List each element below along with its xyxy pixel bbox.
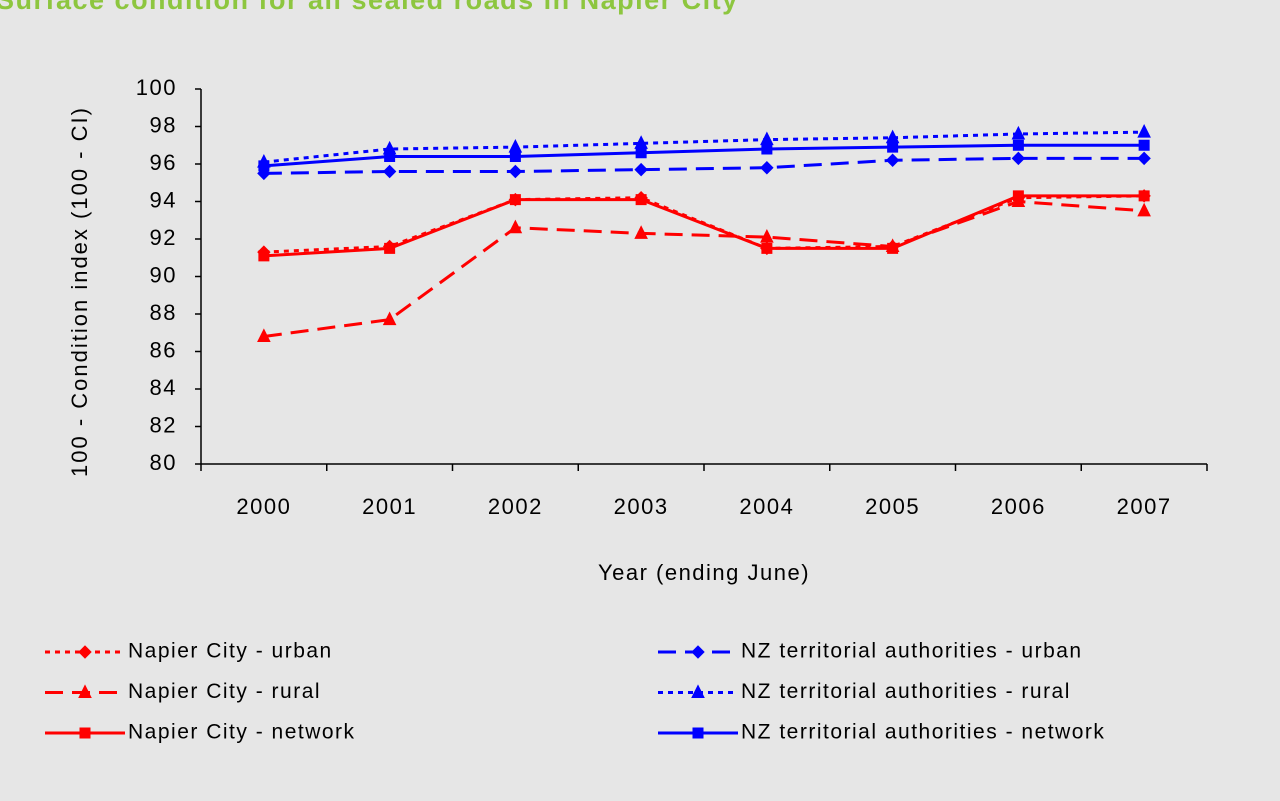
- marker: [635, 194, 647, 206]
- y-tick-label: 82: [150, 412, 177, 437]
- y-tick-label: 80: [150, 450, 177, 475]
- x-tick-label: 2004: [739, 494, 794, 519]
- marker: [1011, 125, 1026, 140]
- y-tick-label: 100: [136, 75, 177, 100]
- series-line: [263, 194, 1145, 258]
- legend-label: Napier City - network: [128, 721, 356, 744]
- marker: [382, 164, 397, 179]
- legend-marker: [78, 645, 92, 659]
- marker: [1012, 190, 1024, 202]
- y-tick-label: 86: [150, 337, 177, 362]
- marker: [1138, 190, 1150, 202]
- legend-marker: [691, 684, 705, 698]
- x-tick-label: 2002: [488, 494, 543, 519]
- legend-marker: [78, 684, 92, 698]
- marker: [257, 328, 271, 342]
- y-axis-label: 100 - Condition index (100 - CI): [67, 106, 92, 477]
- y-tick-label: 94: [150, 187, 177, 212]
- marker: [635, 147, 647, 159]
- marker: [760, 131, 774, 146]
- marker: [509, 151, 521, 162]
- marker: [508, 219, 523, 234]
- marker: [1137, 202, 1151, 217]
- x-tick-label: 2005: [865, 494, 920, 519]
- series-line: [263, 199, 1145, 338]
- x-tick-label: 2006: [991, 494, 1046, 519]
- y-tick-label: 92: [150, 225, 177, 250]
- x-tick-label: 2007: [1117, 494, 1172, 519]
- marker: [508, 164, 523, 179]
- legend-marker: [692, 727, 704, 739]
- marker: [887, 141, 899, 153]
- marker: [384, 151, 396, 162]
- legend-marker: [691, 645, 705, 659]
- marker: [1011, 151, 1026, 166]
- legend-label: NZ territorial authorities - urban: [741, 640, 1083, 663]
- x-tick-label: 2001: [362, 494, 417, 519]
- marker: [634, 225, 648, 239]
- x-axis-label: Year (ending June): [598, 560, 810, 585]
- marker: [885, 153, 900, 167]
- legend-label: Napier City - urban: [128, 640, 333, 663]
- marker: [258, 250, 270, 262]
- y-tick-label: 98: [150, 112, 177, 137]
- marker: [1137, 124, 1151, 138]
- marker: [887, 242, 899, 254]
- marker: [382, 311, 397, 326]
- x-tick-label: 2000: [236, 494, 291, 519]
- series-line: [263, 156, 1145, 175]
- y-tick-label: 90: [150, 262, 177, 287]
- series-line: [263, 143, 1145, 168]
- y-tick-label: 88: [150, 300, 177, 325]
- marker: [509, 194, 521, 206]
- marker: [761, 143, 773, 155]
- x-tick-label: 2003: [614, 494, 669, 519]
- marker: [1137, 151, 1151, 166]
- y-tick-label: 84: [150, 375, 177, 400]
- marker: [634, 162, 648, 177]
- marker: [760, 161, 774, 175]
- marker: [508, 139, 523, 153]
- marker: [384, 242, 396, 254]
- legend-marker: [79, 727, 91, 739]
- legend-label: Napier City - rural: [128, 680, 321, 703]
- marker: [1012, 139, 1024, 151]
- marker: [761, 242, 773, 254]
- legend-label: NZ territorial authorities - rural: [741, 680, 1071, 703]
- marker: [258, 160, 270, 172]
- chart-title: Surface condition for all sealed roads i…: [0, 0, 739, 15]
- marker: [1138, 139, 1150, 151]
- series-line: [263, 130, 1145, 164]
- marker: [760, 229, 774, 243]
- y-tick-label: 96: [150, 150, 177, 175]
- legend-label: NZ territorial authorities - network: [741, 721, 1105, 744]
